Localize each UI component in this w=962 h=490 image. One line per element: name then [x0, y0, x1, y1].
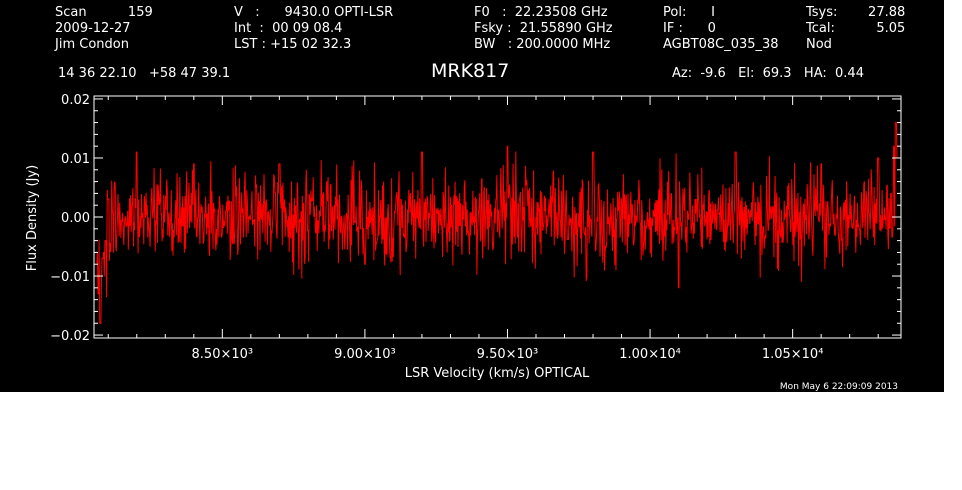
chart-title: MRK817	[431, 60, 510, 82]
fsky-label: Fsky : 21.55890 GHz	[474, 21, 613, 36]
plot-timestamp: Mon May 6 22:09:09 2013	[780, 382, 898, 392]
az-el-ha-readout: Az: -9.6 El: 69.3 HA: 0.44	[672, 66, 864, 81]
x-tick-label: 9.00×10³	[334, 347, 396, 362]
y-tick-label: 0.01	[61, 152, 90, 167]
nod-label: Nod	[806, 37, 832, 52]
x-axis-label: LSR Velocity (km/s) OPTICAL	[405, 366, 590, 381]
header-receiver-info: Pol: I IF : 0 AGBT08C_035_38	[663, 5, 779, 69]
scan-label: Scan 159	[55, 5, 153, 20]
header-frequency-info: F0 : 22.23508 GHz Fsky : 21.55890 GHz BW…	[474, 5, 613, 69]
y-tick-label: −0.01	[50, 270, 90, 285]
header-velocity-info: V : 9430.0 OPTI-LSR Int : 00 09 08.4 LST…	[234, 5, 393, 69]
velocity-label: V : 9430.0 OPTI-LSR	[234, 5, 394, 20]
header-system-info: Tsys: Tcal: Nod 27.88 5.05	[806, 5, 905, 101]
tsys-value: 27.88	[868, 5, 906, 20]
x-tick-label: 9.50×10³	[477, 347, 539, 362]
spectrum-series-line	[96, 122, 899, 324]
lst-label: LST : +15 02 32.3	[234, 37, 352, 52]
bandwidth-label: BW : 200.0000 MHz	[474, 37, 611, 52]
f0-label: F0 : 22.23508 GHz	[474, 5, 608, 20]
x-tick-label: 8.50×10³	[192, 347, 254, 362]
spectrum-chart: 8.50×10³ 9.00×10³ 9.50×10³ 1.00×10⁴ 1.05×10⁴…	[25, 93, 902, 392]
x-tick-label: 1.00×10⁴	[619, 347, 681, 362]
project-label: AGBT08C_035_38	[663, 37, 779, 52]
tsys-label: Tsys:	[806, 5, 838, 20]
date-label: 2009-12-27	[55, 21, 131, 36]
pol-label: Pol: I	[663, 5, 715, 20]
observer-label: Jim Condon	[55, 37, 129, 52]
source-coordinates: 14 36 22.10 +58 47 39.1	[58, 66, 231, 81]
if-label: IF : 0	[663, 21, 716, 36]
y-tick-label: 0.02	[61, 93, 90, 108]
y-tick-label: 0.00	[61, 211, 90, 226]
y-tick-label: −0.02	[50, 329, 90, 344]
header-scan-info: Scan 159 2009-12-27 Jim Condon	[55, 5, 153, 69]
integration-label: Int : 00 09 08.4	[234, 21, 343, 36]
y-axis-label: Flux Density (Jy)	[25, 165, 40, 271]
tcal-label: Tcal:	[806, 21, 835, 36]
ticks-layer: 8.50×10³ 9.00×10³ 9.50×10³ 1.00×10⁴ 1.05×10⁴…	[50, 93, 901, 362]
tcal-value: 5.05	[876, 21, 906, 36]
x-tick-label: 1.05×10⁴	[762, 347, 824, 362]
